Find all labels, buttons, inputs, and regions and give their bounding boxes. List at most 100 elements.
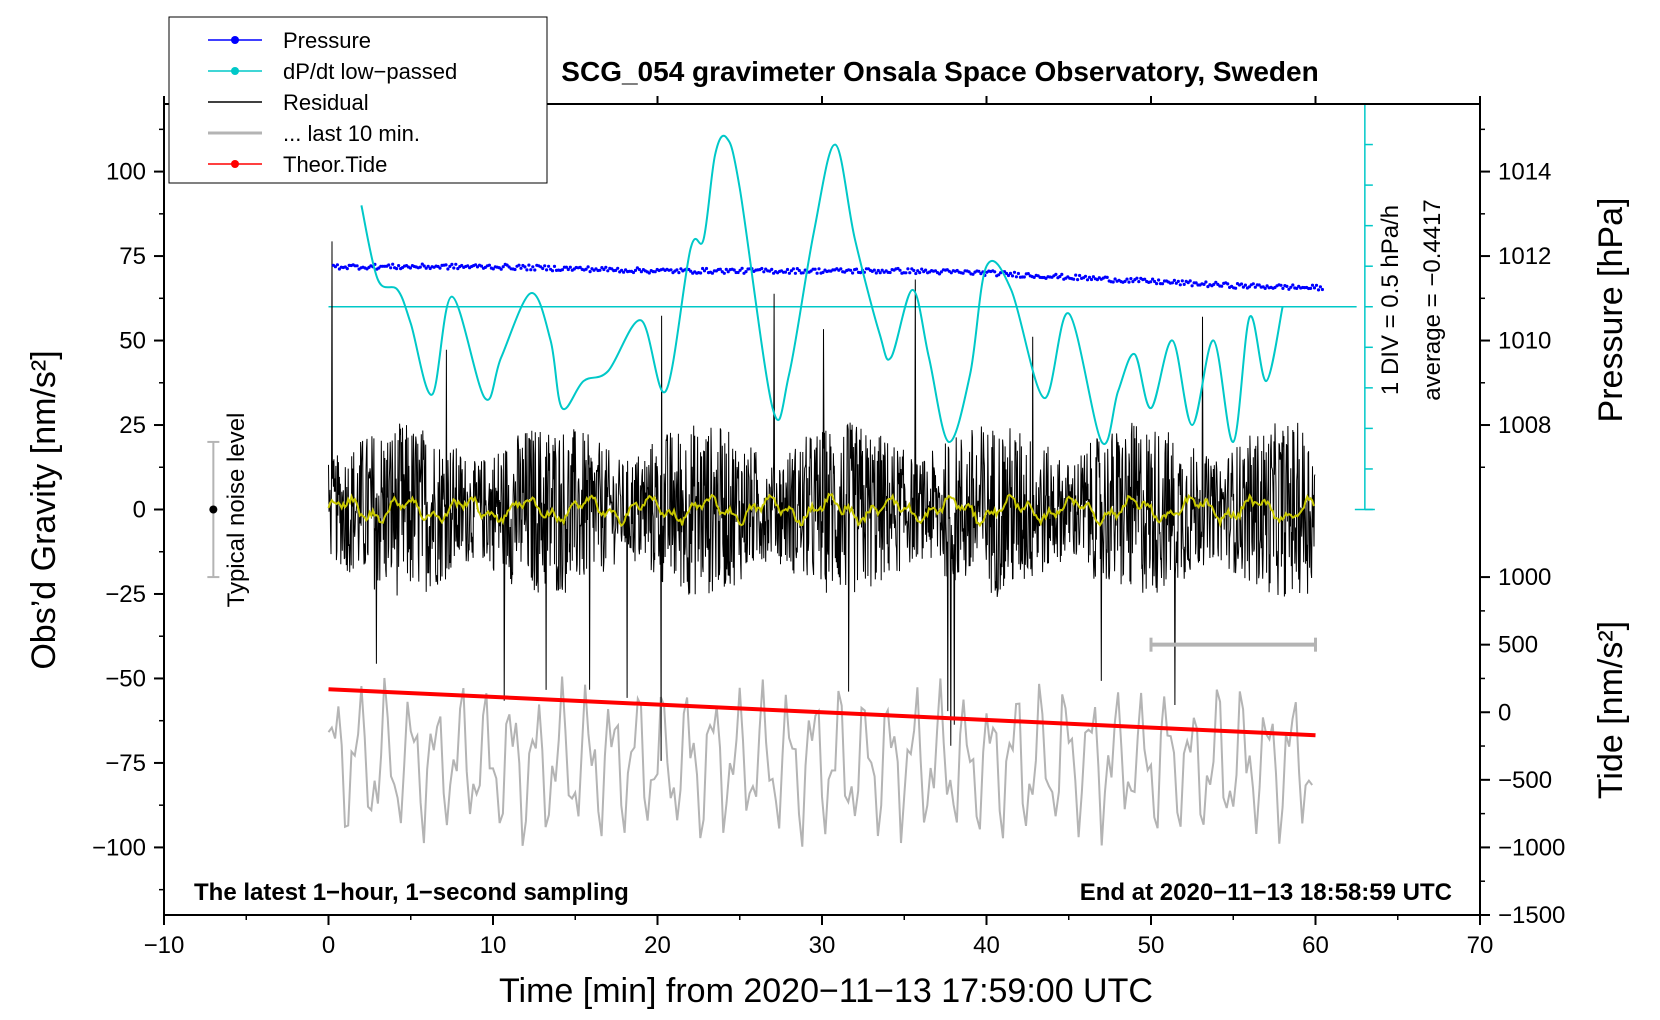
- tide-tick-label: 1000: [1498, 564, 1551, 591]
- pressure-point: [614, 268, 618, 272]
- pressure-point: [1127, 280, 1131, 284]
- pressure-point: [898, 268, 902, 272]
- y-axis-left: −100 −75 −50 −25 0 25 50 75 100: [92, 128, 164, 891]
- pressure-point: [736, 270, 740, 275]
- pressure-point: [438, 266, 442, 270]
- plot-layer: [207, 103, 1375, 847]
- x-tick-label: 70: [1467, 932, 1494, 959]
- pressure-point: [961, 271, 965, 275]
- tide-line: [328, 687, 1316, 738]
- pressure-point: [1026, 272, 1030, 276]
- pressure-point: [491, 267, 495, 271]
- x-tick-label: 60: [1302, 932, 1329, 959]
- pressure-point: [1157, 278, 1161, 282]
- pressure-point: [732, 268, 736, 272]
- pressure-point: [760, 266, 764, 271]
- legend-label: Residual: [283, 90, 369, 115]
- pressure-point: [1091, 275, 1095, 279]
- pressure-point: [1172, 278, 1176, 282]
- pressure-point: [333, 265, 337, 269]
- y-tick-label: 25: [119, 412, 146, 439]
- pressure-point: [1085, 278, 1090, 282]
- pressure-point: [1226, 282, 1230, 286]
- last-10-min-bar: [1149, 637, 1317, 652]
- pressure-point: [1072, 277, 1076, 281]
- pressure-point: [653, 270, 657, 274]
- pressure-point: [1131, 280, 1135, 284]
- pressure-point: [487, 263, 491, 267]
- pressure-point: [519, 266, 523, 270]
- pressure-point: [791, 267, 796, 271]
- pressure-point: [1054, 272, 1058, 276]
- pressure-point: [1190, 284, 1194, 288]
- pressure-point: [872, 268, 876, 272]
- pressure-point: [1214, 280, 1218, 284]
- pressure-point: [1022, 275, 1026, 279]
- pressure-point: [1170, 281, 1174, 285]
- chart-title: SCG_054 gravimeter Onsala Space Observat…: [561, 56, 1318, 87]
- pressure-point: [967, 270, 971, 274]
- pressure-point: [545, 268, 549, 272]
- tide-tick-label: −500: [1498, 767, 1552, 794]
- pressure-point: [1176, 279, 1180, 283]
- pressure-point: [878, 271, 882, 275]
- pressure-point: [1129, 277, 1133, 281]
- pressure-point: [395, 267, 399, 271]
- pressure-point: [888, 270, 892, 275]
- pressure-point: [939, 270, 944, 274]
- dpdt-series: [360, 134, 1284, 446]
- pressure-point: [724, 267, 728, 271]
- pressure-point: [527, 263, 531, 267]
- pressure-point: [1287, 287, 1291, 291]
- pressure-point: [335, 263, 339, 267]
- pressure-point: [1285, 284, 1289, 288]
- pressure-point: [452, 266, 456, 270]
- pressure-point: [783, 270, 788, 274]
- pressure-point: [588, 270, 592, 274]
- pressure-point: [1160, 282, 1165, 286]
- pressure-point: [1243, 283, 1247, 287]
- pressure-point: [914, 271, 918, 276]
- pressure-point: [525, 268, 529, 272]
- pressure-point: [345, 267, 349, 271]
- pressure-point: [1014, 275, 1019, 279]
- pressure-tick-label: 1010: [1498, 328, 1551, 355]
- pressure-point: [408, 266, 412, 270]
- pressure-point: [564, 265, 569, 269]
- y-tick-label: −50: [105, 665, 146, 692]
- pressure-point: [912, 268, 916, 273]
- pressure-point: [606, 269, 610, 273]
- pressure-point: [531, 265, 535, 269]
- pressure-point: [387, 263, 391, 267]
- pressure-tick-label: 1012: [1498, 243, 1551, 270]
- pressure-point: [616, 266, 620, 270]
- pressure-point: [675, 268, 679, 272]
- pressure-point: [550, 269, 555, 273]
- pressure-point: [1076, 278, 1080, 282]
- pressure-point: [1212, 282, 1216, 286]
- pressure-point: [1312, 286, 1317, 290]
- pressure-point: [1309, 286, 1313, 290]
- pressure-point: [454, 262, 458, 266]
- tide-tick-label: 0: [1498, 699, 1511, 726]
- noise-level-label: Typical noise level: [223, 413, 250, 608]
- pressure-point: [578, 265, 582, 269]
- pressure-point: [1202, 282, 1206, 286]
- pressure-point: [1281, 286, 1285, 290]
- pressure-point: [1265, 284, 1269, 288]
- tide-tick-label: −1500: [1498, 902, 1565, 929]
- pressure-point: [586, 265, 590, 269]
- pressure-point: [444, 263, 448, 267]
- pressure-point: [547, 264, 551, 268]
- pressure-point: [1113, 277, 1117, 281]
- pressure-point: [849, 268, 853, 272]
- pressure-point: [600, 266, 604, 270]
- pressure-point: [744, 270, 748, 274]
- x-tick-label: −10: [144, 932, 185, 959]
- pressure-point: [1016, 271, 1021, 276]
- x-tick-label: 40: [973, 932, 1000, 959]
- pressure-point: [1149, 280, 1153, 284]
- y-tick-label: −25: [105, 581, 146, 608]
- pressure-point: [1058, 274, 1062, 279]
- pressure-point: [1078, 273, 1082, 278]
